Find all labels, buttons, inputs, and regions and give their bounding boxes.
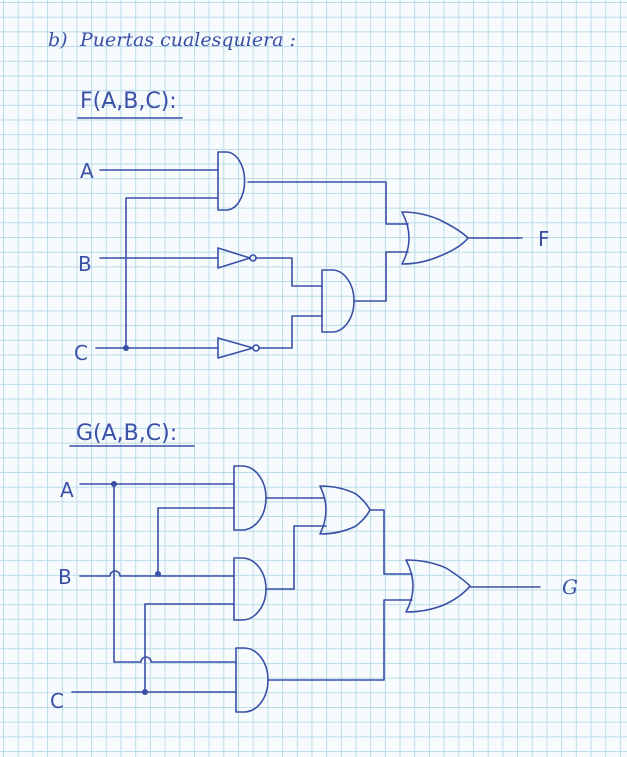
f-wire-and1-out <box>247 181 409 225</box>
circuit-g: G(A,B,C): A B C G <box>50 421 578 713</box>
f-or-gate <box>401 211 469 265</box>
g-input-a-label: A <box>60 478 74 502</box>
g-wire-b <box>79 570 235 577</box>
g-and-gate-ac <box>235 647 269 713</box>
g-wire-c-branch <box>144 603 235 693</box>
f-not-gate-b <box>217 247 251 269</box>
g-input-c-label: C <box>50 689 64 713</box>
g-and-gate-ab <box>233 465 267 531</box>
f-wire-and2-out <box>353 251 409 302</box>
f-input-b-label: B <box>78 252 92 276</box>
g-wire-b-branch <box>157 507 235 575</box>
f-input-a-label: A <box>80 159 94 183</box>
g-or-gate-final <box>405 559 471 613</box>
g-title: G(A,B,C): <box>76 421 177 446</box>
g-wire-or1-out <box>369 509 413 575</box>
f-wire-notc <box>258 315 323 349</box>
f-not-bubble-b <box>249 254 257 262</box>
g-input-b-label: B <box>58 565 72 589</box>
f-and-gate-1 <box>217 151 246 211</box>
circuit-f: F(A,B,C): A B C F <box>74 89 550 365</box>
g-wire-and-ac-out <box>267 599 413 681</box>
g-and-gate-bc <box>233 557 267 621</box>
f-output-label: F <box>538 227 550 251</box>
heading-text: Puertas cualesquiera : <box>79 29 296 51</box>
f-wire-notb <box>255 257 323 287</box>
f-wire-c-branch <box>125 197 219 349</box>
f-not-bubble-c <box>252 344 260 352</box>
f-and-gate-2 <box>321 269 355 333</box>
g-wire-and-bc-out <box>265 525 327 590</box>
g-wire-a-branch <box>113 483 237 663</box>
g-output-label: G <box>562 575 578 599</box>
f-junction <box>123 345 129 351</box>
f-input-c-label: C <box>74 341 88 365</box>
f-title: F(A,B,C): <box>80 89 177 114</box>
heading-index: b) <box>48 29 68 51</box>
g-or-gate-1 <box>319 485 371 535</box>
f-not-gate-c <box>217 337 254 359</box>
